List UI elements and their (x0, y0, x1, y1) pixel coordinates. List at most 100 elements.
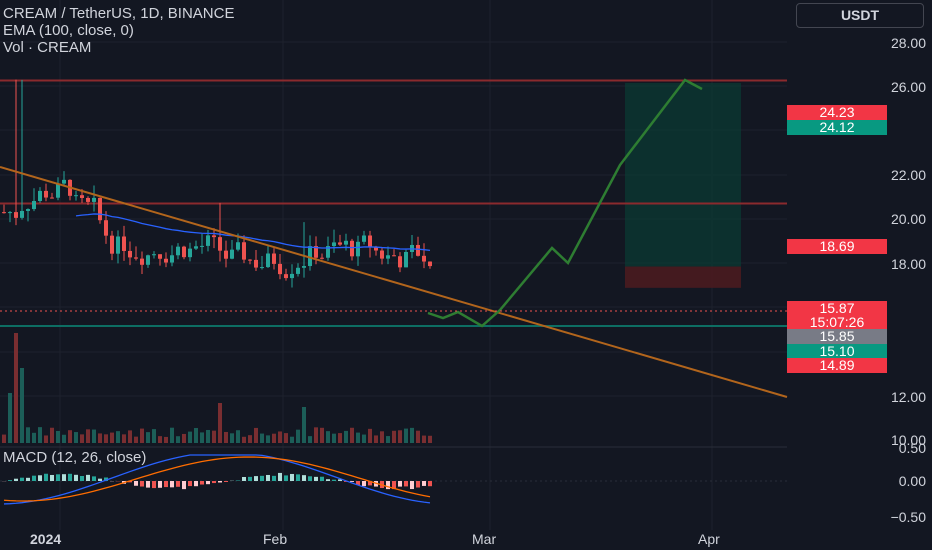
macd-bar (170, 481, 174, 488)
candle-body (104, 220, 108, 236)
candle-body (230, 249, 234, 259)
profit-zone (625, 82, 741, 267)
trend-line[interactable] (0, 166, 788, 398)
candle-body (110, 235, 114, 254)
candle-body (20, 210, 24, 218)
volume-bar (284, 433, 288, 443)
candle-body (428, 261, 432, 267)
macd-bar (296, 474, 300, 481)
loss-zone (625, 266, 741, 288)
candle-body (206, 235, 210, 246)
macd-bar (134, 481, 138, 486)
macd-tick: 0.00 (898, 473, 926, 489)
volume-bar (326, 431, 330, 443)
macd-legend[interactable]: MACD (12, 26, close) (3, 449, 147, 466)
volume-bar (314, 427, 318, 443)
projection-path[interactable] (427, 78, 703, 328)
candle-body (122, 236, 126, 251)
macd-bar (236, 480, 240, 481)
macd-bar (44, 473, 48, 481)
volume-bar (38, 427, 42, 443)
macd-bar (164, 481, 168, 488)
candle-body (224, 250, 228, 259)
volume-bar (2, 434, 6, 443)
volume-bar (344, 430, 348, 443)
stop-badge: 14.89 (787, 358, 887, 373)
volume-bar (248, 435, 252, 443)
volume-bar (320, 427, 324, 443)
candle-body (278, 263, 282, 275)
macd-bar (368, 481, 372, 486)
macd-bar (68, 473, 72, 481)
ema-legend[interactable]: EMA (100, close, 0) (3, 22, 134, 39)
volume-bar (74, 432, 78, 443)
macd-bar (386, 481, 390, 490)
candle-body (326, 246, 330, 258)
candle-body (188, 248, 192, 258)
volume-bar (398, 430, 402, 443)
volume-bar (368, 428, 372, 443)
volume-bar (410, 427, 414, 443)
volume-bar (224, 431, 228, 443)
macd-bar (392, 481, 396, 490)
volume-bar (14, 333, 18, 443)
currency-button[interactable]: USDT (796, 3, 924, 28)
macd-bar (56, 474, 60, 481)
price-tick: 26.00 (890, 79, 926, 95)
macd-bar (74, 474, 78, 481)
volume-bar (350, 427, 354, 443)
symbol-title: CREAM / TetherUS, 1D, BINANCE (3, 5, 235, 22)
candle-body (296, 267, 300, 274)
candle-body (386, 255, 390, 259)
macd-bar (224, 481, 228, 482)
macd-bar (206, 481, 210, 485)
volume-bar (176, 436, 180, 443)
macd-bar (290, 473, 294, 481)
macd-bar (248, 476, 252, 481)
candle-body (236, 242, 240, 250)
candle-body (314, 246, 318, 258)
volume-legend[interactable]: Vol · CREAM (3, 39, 92, 56)
candle-body (212, 235, 216, 238)
volume-bar (290, 436, 294, 443)
volume-bar (26, 427, 30, 443)
candle-body (380, 250, 384, 259)
time-label-mar: Mar (472, 531, 497, 547)
volume-bar (212, 430, 216, 443)
candle-body (128, 250, 132, 258)
candle-body (374, 246, 378, 251)
volume-bar (266, 435, 270, 443)
volume-bar (116, 431, 120, 443)
candle-body (290, 273, 294, 279)
macd-bar (80, 475, 84, 481)
candle-body (80, 195, 84, 198)
target-badge: 24.12 (787, 120, 887, 135)
volume-bar (200, 432, 204, 443)
macd-bar (422, 481, 426, 486)
volume-bar (32, 432, 36, 443)
candle-body (14, 212, 18, 218)
macd-bar (410, 481, 414, 490)
candle-body (362, 235, 366, 242)
macd-bar (98, 478, 102, 481)
candle-body (98, 197, 102, 221)
candle-body (392, 255, 396, 257)
macd-bar (398, 481, 402, 487)
volume-bar (98, 433, 102, 443)
candle-body (116, 236, 120, 254)
candle-body (62, 179, 66, 184)
volume-bar (188, 431, 192, 443)
candle-body (332, 242, 336, 247)
macd-bar (254, 476, 258, 481)
candle-body (2, 212, 6, 214)
candle-body (356, 241, 360, 257)
candle-body (56, 183, 60, 198)
macd-bar (308, 476, 312, 481)
volume-bar (374, 435, 378, 443)
candle-body (8, 212, 12, 214)
price-tick: 12.00 (890, 389, 926, 405)
volume-bar (392, 430, 396, 443)
candle-body (152, 254, 156, 256)
volume-bar (296, 429, 300, 443)
